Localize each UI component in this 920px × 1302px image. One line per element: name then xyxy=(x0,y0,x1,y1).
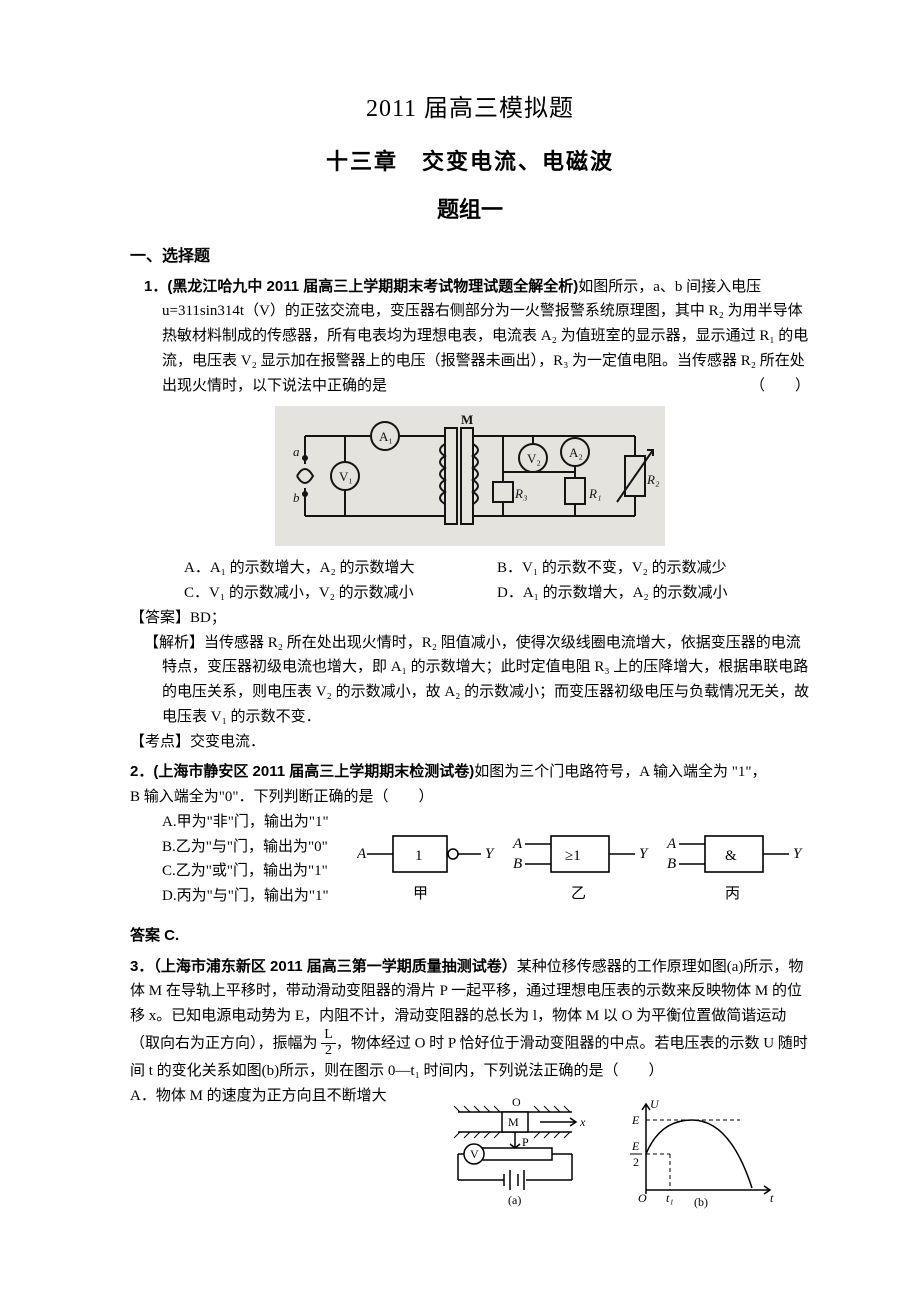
svg-text:(b): (b) xyxy=(694,1195,708,1209)
question-1: 1．(黑龙江哈九中 2011 届高三上学期期末考试物理试题全解全析)如图所示，a… xyxy=(130,275,810,755)
svg-text:R₁: R₁ xyxy=(588,486,601,501)
q3-source: 3．（上海市浦东新区 2011 届高三第一学期质量抽测试卷） xyxy=(130,958,517,975)
q1-option-a: A．A₁ 的示数增大，A₂ 的示数增大 xyxy=(184,556,497,581)
q1-analysis-label: 【解析】 xyxy=(144,635,204,651)
svg-text:B: B xyxy=(513,856,522,872)
q1-text: 如图所示，a、b 间接入电压 u=311sin314t（V）的正弦交流电，变压器… xyxy=(162,279,808,394)
q1-point-label: 【考点】 xyxy=(130,734,190,750)
q1-option-c: C．V₁ 的示数减小，V₂ 的示数减小 xyxy=(184,581,497,606)
svg-text:A: A xyxy=(357,846,367,862)
q1-analysis: 【解析】当传感器 R₂ 所在处出现火情时，R₂ 阻值减小，使得次级线圈电流增大，… xyxy=(130,631,810,730)
question-2: 2．(上海市静安区 2011 届高三上学期期末检测试卷)如图为三个门电路符号，A… xyxy=(130,760,810,948)
q3-stem: 3．（上海市浦东新区 2011 届高三第一学期质量抽测试卷）某种位移传感器的工作… xyxy=(130,955,810,1084)
q1-analysis-body: 当传感器 R₂ 所在处出现火情时，R₂ 阻值减小，使得次级线圈电流增大，依据变压… xyxy=(162,635,809,725)
svg-text:(a): (a) xyxy=(508,1193,521,1207)
q3-frac-num: L xyxy=(321,1028,336,1044)
svg-text:&: & xyxy=(725,848,737,864)
svg-text:V₁: V₁ xyxy=(339,469,353,484)
q3-diagram-b: U E E 2 O t₁ t (b) xyxy=(620,1098,780,1210)
q1-answer: 【答案】BD； xyxy=(130,606,810,631)
svg-text:M: M xyxy=(461,412,473,427)
svg-text:E: E xyxy=(631,1113,640,1127)
svg-text:R₂: R₂ xyxy=(646,472,660,487)
q1-kaodian: 【考点】交变电流． xyxy=(130,730,810,755)
q2-option-c: C.乙为"或"门，输出为"1" xyxy=(130,859,336,884)
q1-stem: 1．(黑龙江哈九中 2011 届高三上学期期末考试物理试题全解全析)如图所示，a… xyxy=(130,275,810,399)
q2-option-b: B.乙为"与"门，输出为"0" xyxy=(130,835,336,860)
q2-option-a: A.甲为"非"门，输出为"1" xyxy=(130,810,336,835)
svg-text:A: A xyxy=(512,836,523,852)
svg-text:B: B xyxy=(667,856,676,872)
chapter-title: 十三章 交变电流、电磁波 xyxy=(130,144,810,180)
svg-text:a: a xyxy=(293,444,300,459)
svg-text:U: U xyxy=(650,1098,660,1111)
q1-circuit-diagram: a b A₁ V₁ M V₂ A₂ R₁ R₂ R₃ xyxy=(275,406,665,546)
q1-point-body: 交变电流． xyxy=(190,734,265,750)
q1-options-row2: C．V₁ 的示数减小，V₂ 的示数减小 D．A₁ 的示数增大，A₂ 的示数减小 xyxy=(130,581,810,606)
section-heading: 一、选择题 xyxy=(130,244,810,270)
svg-text:A: A xyxy=(666,836,677,852)
q2-source: 2．(上海市静安区 2011 届高三上学期期末检测试卷) xyxy=(130,763,474,780)
q2-body1: 如图为三个门电路符号，A 输入端全为 "1"， xyxy=(474,764,766,780)
q1-source: 1．(黑龙江哈九中 2011 届高三上学期期末考试物理试题全解全析) xyxy=(144,278,578,295)
group-title: 题组一 xyxy=(130,192,810,228)
q2-option-d: D.丙为"与"门，输出为"1" xyxy=(130,884,336,909)
q2-gates-diagram: A Y 1 甲 A B Y ≥1 乙 A B Y & 丙 xyxy=(357,818,807,914)
svg-text:Y: Y xyxy=(639,846,649,862)
q2-stem-line2: B 输入端全为"0"．下列判断正确的是（ ） xyxy=(130,785,810,810)
q1-options-row1: A．A₁ 的示数增大，A₂ 的示数增大 B．V₁ 的示数不变，V₂ 的示数减少 xyxy=(130,556,810,581)
q3-diagram-a: O M x P V (a) xyxy=(444,1098,594,1210)
question-3: 3．（上海市浦东新区 2011 届高三第一学期质量抽测试卷）某种位移传感器的工作… xyxy=(130,955,810,1220)
svg-text:R₃: R₃ xyxy=(514,486,527,501)
svg-text:乙: 乙 xyxy=(571,886,586,902)
svg-text:≥1: ≥1 xyxy=(565,848,581,864)
q1-option-d: D．A₁ 的示数增大，A₂ 的示数减小 xyxy=(497,581,810,606)
q3-option-a: A．物体 M 的速度为正方向且不断增大 xyxy=(130,1084,430,1109)
svg-text:2: 2 xyxy=(633,1155,639,1169)
svg-text:V: V xyxy=(470,1147,479,1161)
svg-text:x: x xyxy=(579,1115,586,1129)
svg-text:A₂: A₂ xyxy=(569,445,583,460)
svg-text:Y: Y xyxy=(793,846,803,862)
svg-text:丙: 丙 xyxy=(725,886,740,902)
q2-answer: 答案 C. xyxy=(130,924,810,949)
svg-text:V₂: V₂ xyxy=(527,451,541,466)
svg-text:t₁: t₁ xyxy=(666,1191,674,1205)
q1-option-b: B．V₁ 的示数不变，V₂ 的示数减少 xyxy=(497,556,810,581)
svg-text:b: b xyxy=(293,490,300,505)
svg-text:M: M xyxy=(508,1115,519,1129)
svg-text:P: P xyxy=(522,1135,529,1149)
page-title: 2011 届高三模拟题 xyxy=(130,90,810,130)
svg-text:A₁: A₁ xyxy=(379,429,393,444)
q3-frac-den: 2 xyxy=(321,1044,336,1059)
q1-answer-slot: （ ） xyxy=(768,374,810,399)
svg-text:E: E xyxy=(631,1139,640,1153)
svg-text:t: t xyxy=(770,1191,774,1205)
svg-text:甲: 甲 xyxy=(413,886,428,902)
svg-text:O: O xyxy=(638,1191,647,1205)
q3-fraction: L 2 xyxy=(321,1028,336,1058)
svg-text:Y: Y xyxy=(485,846,495,862)
svg-text:O: O xyxy=(512,1098,521,1109)
svg-text:1: 1 xyxy=(415,848,423,864)
q2-stem-line1: 2．(上海市静安区 2011 届高三上学期期末检测试卷)如图为三个门电路符号，A… xyxy=(130,760,810,785)
